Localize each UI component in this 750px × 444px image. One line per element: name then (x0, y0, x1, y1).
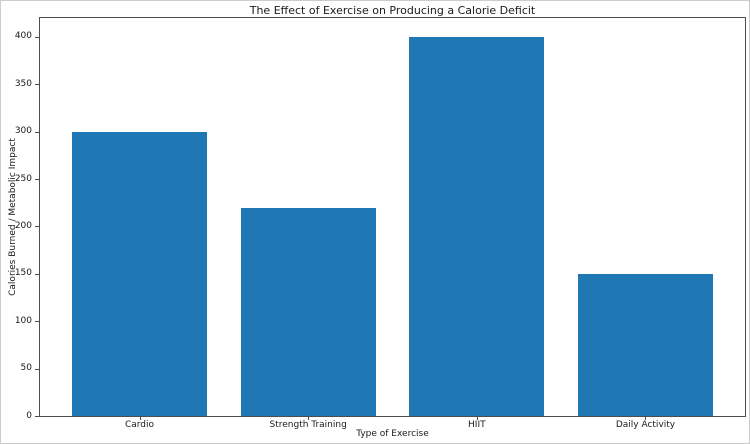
y-tick-label-400: 400 (14, 31, 32, 42)
y-tick-label-350: 350 (14, 78, 32, 89)
x-axis-ticks: Cardio Strength Training HIIT Daily Activit… (40, 18, 745, 430)
y-tick-label-300: 300 (14, 126, 32, 137)
x-tick-mark (645, 416, 647, 420)
bar-daily-activity (578, 273, 713, 416)
y-tick-label-150: 150 (14, 268, 32, 279)
y-tick-mark (35, 226, 39, 228)
y-tick-mark (35, 321, 39, 323)
bar-strength-training (240, 207, 376, 416)
y-tick-mark (35, 179, 39, 181)
x-tick-label-hiit: HIIT (468, 420, 486, 430)
chart-title: The Effect of Exercise on Producing a Ca… (249, 4, 536, 17)
x-tick-mark (139, 416, 141, 420)
x-tick-mark (476, 416, 478, 420)
plot-area: 0 50 100 150 200 250 300 350 400 Cardio Strength … (15, 17, 746, 430)
y-tick-label-100: 100 (14, 315, 32, 326)
x-tick-label-cardio: Cardio (124, 420, 155, 430)
y-tick-label-200: 200 (14, 220, 32, 231)
y-tick-label-0: 0 (26, 410, 32, 421)
x-tick-label-strength-training: Strength Training (269, 420, 347, 430)
bar-hiit (409, 36, 545, 416)
y-tick-mark (35, 131, 39, 133)
x-tick-mark (308, 416, 310, 420)
x-axis-label: Type of Exercise (356, 429, 429, 439)
bars-layer (40, 18, 745, 416)
y-tick-label-250: 250 (14, 173, 32, 184)
bar-cardio (72, 131, 207, 416)
y-tick-mark (35, 84, 39, 86)
y-tick-mark (35, 36, 39, 38)
y-tick-label-50: 50 (20, 363, 32, 374)
x-tick-label-daily-activity: Daily Activity (615, 420, 676, 430)
y-tick-mark (35, 273, 39, 275)
y-axis-ticks: 0 50 100 150 200 250 300 350 400 (15, 18, 745, 421)
y-tick-mark (35, 368, 39, 370)
y-tick-mark (35, 416, 39, 417)
